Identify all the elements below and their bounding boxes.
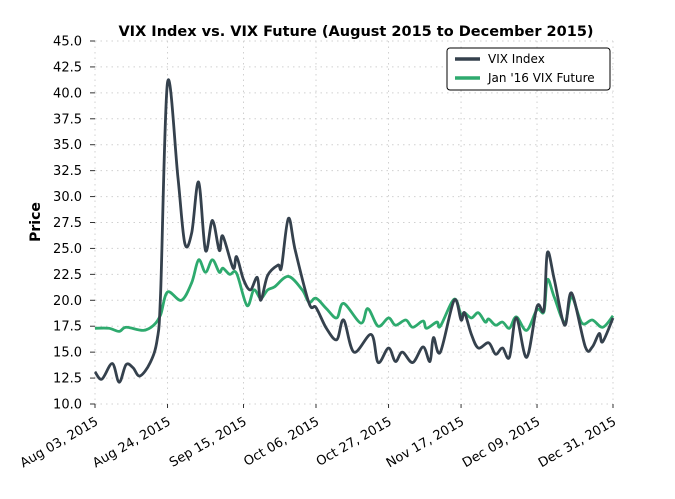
x-tick-label: Sep 15, 2015 <box>167 414 249 470</box>
y-tick-label: 17.5 <box>53 320 82 335</box>
y-tick-label: 35.0 <box>53 138 82 153</box>
y-tick-label: 15.0 <box>53 346 82 361</box>
y-axis-label: Price <box>28 202 44 242</box>
x-tick-label: Oct 06, 2015 <box>241 414 322 469</box>
x-tick-label: Nov 17, 2015 <box>384 414 467 471</box>
series-lines <box>93 78 615 384</box>
y-tick-label: 37.5 <box>53 112 82 127</box>
series-line-vix-index <box>93 78 615 384</box>
y-tick-label: 45.0 <box>53 35 82 50</box>
x-tick-label: Aug 24, 2015 <box>90 414 173 471</box>
y-axis-ticks: 10.0 12.5 15.0 17.5 20.0 22.5 25.0 27.5 30.0 32.5… <box>53 35 95 413</box>
y-tick-label: 32.5 <box>53 164 82 179</box>
y-tick-label: 40.0 <box>53 86 82 101</box>
y-tick-label: 20.0 <box>53 294 82 309</box>
y-tick-label: 25.0 <box>53 242 82 257</box>
y-tick-label: 42.5 <box>53 60 82 75</box>
x-tick-label: Dec 09, 2015 <box>460 414 543 471</box>
x-tick-label: Oct 27, 2015 <box>314 414 395 469</box>
y-tick-label: 22.5 <box>53 268 82 283</box>
legend: VIX Index Jan '16 VIX Future <box>446 47 611 91</box>
chart-title: VIX Index vs. VIX Future (August 2015 to… <box>118 24 593 40</box>
x-tick-label: Dec 31, 2015 <box>536 414 619 471</box>
legend-label-vix-index: VIX Index <box>488 52 545 66</box>
y-tick-label: 12.5 <box>53 372 82 387</box>
series-line-jan-16-vix-future <box>94 258 615 333</box>
legend-box <box>446 47 611 91</box>
gridlines <box>94 40 614 405</box>
y-tick-label: 27.5 <box>53 216 82 231</box>
legend-label-vix-future: Jan '16 VIX Future <box>487 71 595 85</box>
x-tick-label: Aug 03, 2015 <box>18 414 101 471</box>
y-tick-label: 30.0 <box>53 190 82 205</box>
y-tick-label: 10.0 <box>53 398 82 413</box>
